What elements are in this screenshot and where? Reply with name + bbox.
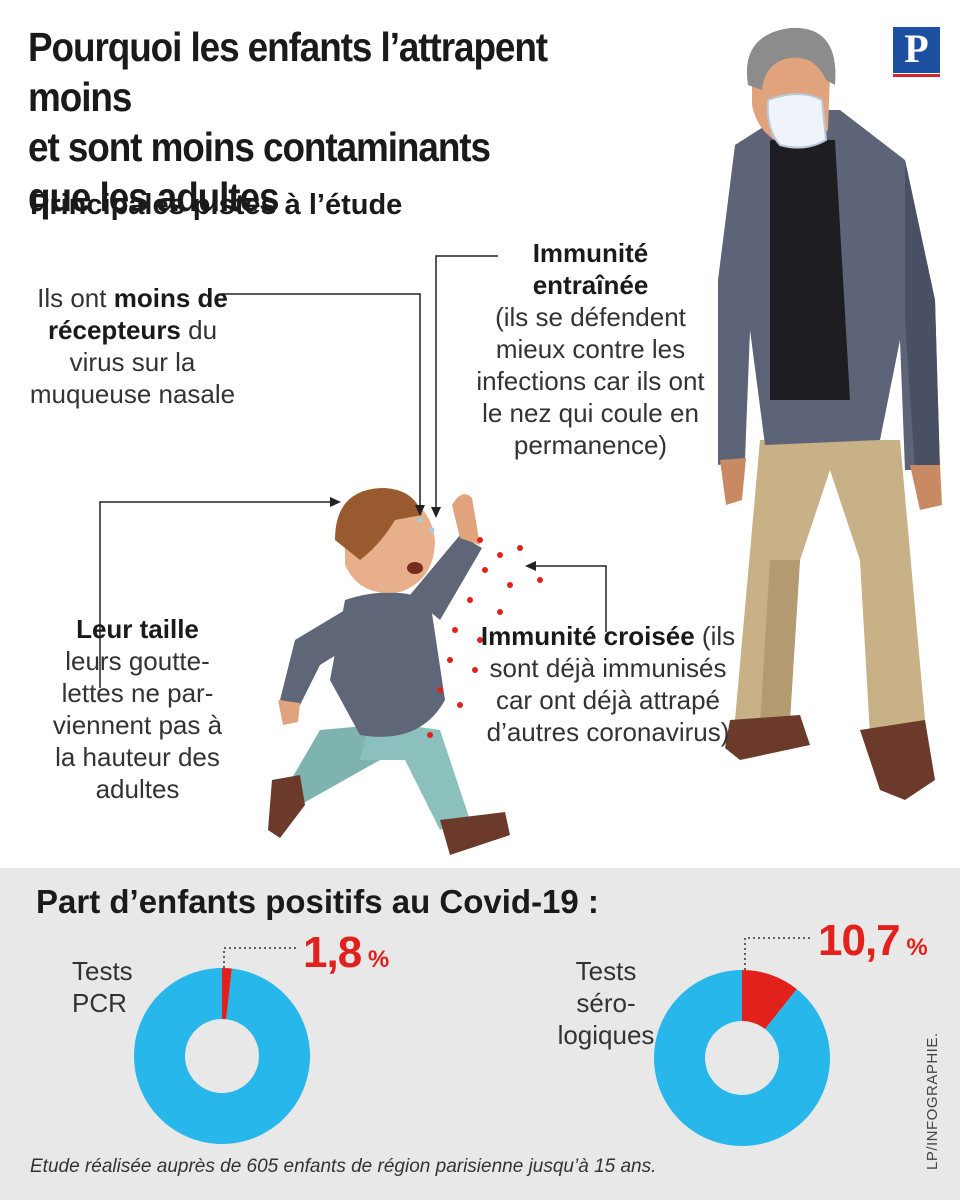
child-hand-left xyxy=(278,700,300,725)
child-shoe-front xyxy=(440,812,510,855)
note-trained-immunity: Immunité entraînée (ils se défendent mieu… xyxy=(476,238,705,460)
page-title: Pourquoi les enfants l’attrapent moins e… xyxy=(28,22,658,222)
pcr-leader-line xyxy=(223,947,298,968)
serology-percentage: 10,7 % xyxy=(818,916,928,965)
adult-figure xyxy=(718,27,942,800)
adult-hand-right xyxy=(910,465,942,510)
serology-slice-positive xyxy=(742,970,797,1030)
note-receptors: Ils ont moins de récepteurs du virus sur… xyxy=(29,283,236,409)
pcr-percentage: 1,8 % xyxy=(303,928,390,977)
serology-leader-line xyxy=(744,937,810,970)
pcr-slice-negative xyxy=(134,968,311,1144)
newspaper-logo: P xyxy=(893,27,940,77)
callout-lines xyxy=(99,255,607,688)
donut-charts xyxy=(134,937,830,1146)
serology-chart-title: Tests séro-logiques xyxy=(557,956,655,1050)
adult-mask xyxy=(766,93,828,149)
droplets xyxy=(417,517,543,738)
child-hair xyxy=(335,488,422,560)
child-mouth xyxy=(407,562,423,574)
page-subtitle: Principales pistes à l’étude xyxy=(30,189,403,221)
child-sweater xyxy=(330,592,445,737)
footnote: Etude réalisée auprès de 605 enfants de … xyxy=(30,1156,657,1177)
note-size: Leur taille leurs goutte-lettes ne par-vi… xyxy=(52,614,223,804)
adult-shoe-left xyxy=(725,715,810,760)
pcr-slice-positive xyxy=(222,968,232,1020)
pcr-chart-title: Tests PCR xyxy=(72,956,133,1018)
child-figure xyxy=(268,488,510,855)
credit: LP/INFOGRAPHIE. xyxy=(924,1032,941,1170)
child-arm-right xyxy=(410,535,482,620)
adult-hair xyxy=(746,27,836,90)
child-arm-left xyxy=(280,610,360,705)
title-line-1: Pourquoi les enfants l’attrapent moins xyxy=(28,24,548,120)
serology-slice-negative xyxy=(654,970,830,1146)
callout-arrowheads xyxy=(330,497,536,571)
title-line-3: que les adultes xyxy=(28,174,279,220)
note-cross-immunity: Immunité croisée (ils sont déjà immunisé… xyxy=(480,621,736,747)
title-line-2: et sont moins contaminants xyxy=(28,124,491,170)
adult-shoe-right xyxy=(860,720,935,800)
child-shoe-back xyxy=(268,775,305,838)
child-leg-front xyxy=(360,720,470,830)
adult-hand-left xyxy=(720,458,746,505)
illustration xyxy=(99,27,942,855)
child-hand-right xyxy=(452,494,480,545)
stats-title: Part d’enfants positifs au Covid-19 : xyxy=(36,883,599,920)
child-leg-back xyxy=(285,725,380,805)
